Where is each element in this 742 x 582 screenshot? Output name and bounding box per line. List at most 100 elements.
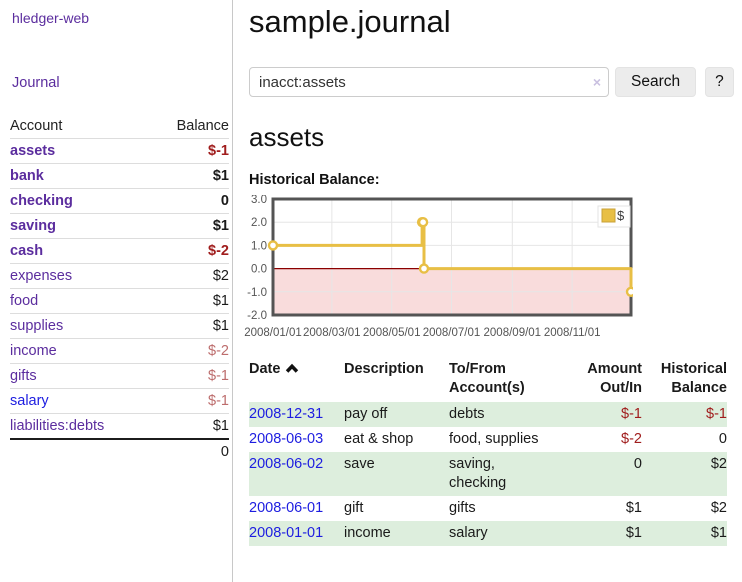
page-title: sample.journal <box>249 4 451 39</box>
transaction-balance: $2 <box>710 500 727 516</box>
svg-text:2008/03/01: 2008/03/01 <box>303 327 361 339</box>
transaction-amount: $1 <box>625 525 642 541</box>
transaction-balance: $-1 <box>706 406 727 422</box>
transaction-row: 2008-06-03 eat & shop food, supplies $-2 0 <box>249 427 727 452</box>
app-brand-link[interactable]: hledger-web <box>12 10 90 26</box>
account-link[interactable]: saving <box>10 218 56 234</box>
transaction-accounts: debts <box>449 406 485 422</box>
account-heading: assets <box>249 122 325 152</box>
svg-text:0.0: 0.0 <box>251 264 267 276</box>
svg-text:2008/07/01: 2008/07/01 <box>423 327 481 339</box>
register-header-amount: Amount Out/In <box>587 361 642 396</box>
search-input[interactable] <box>249 67 609 97</box>
account-row: food $1 <box>10 288 229 314</box>
transaction-accounts: food, supplies <box>449 431 539 447</box>
transaction-row: 2008-06-01 gift gifts $1 $2 <box>249 496 727 521</box>
account-link[interactable]: assets <box>10 143 56 159</box>
account-link[interactable]: cash <box>10 243 44 259</box>
search-button[interactable]: Search <box>615 67 697 97</box>
accounts-header-row: Account Balance <box>10 114 229 139</box>
svg-text:3.0: 3.0 <box>251 195 267 206</box>
account-balance: $-1 <box>208 368 229 384</box>
account-link[interactable]: bank <box>10 168 44 184</box>
account-link[interactable]: food <box>10 293 39 309</box>
account-row: cash $-2 <box>10 238 229 264</box>
transaction-description: save <box>344 456 375 472</box>
account-row: checking 0 <box>10 188 229 214</box>
register-header-row: Date Description To/From Account(s) Amou… <box>249 356 727 402</box>
register-header-accounts: To/From Account(s) <box>449 361 525 396</box>
account-balance: $1 <box>212 218 229 234</box>
transaction-date-link[interactable]: 2008-06-02 <box>249 456 324 472</box>
transaction-balance: $1 <box>710 525 727 541</box>
account-link[interactable]: checking <box>10 193 73 209</box>
transaction-balance: 0 <box>718 431 727 447</box>
transaction-amount: 0 <box>633 456 642 472</box>
clear-search-icon[interactable]: × <box>592 74 601 90</box>
accounts-total-row: 0 <box>10 439 229 464</box>
search-bar: × Search ? <box>249 67 742 97</box>
sidebar-item-journal[interactable]: Journal <box>12 75 60 91</box>
account-link[interactable]: income <box>10 343 57 359</box>
account-link[interactable]: liabilities:debts <box>10 418 105 434</box>
svg-text:1.0: 1.0 <box>251 240 267 252</box>
account-link[interactable]: expenses <box>10 268 73 284</box>
transaction-description: eat & shop <box>344 431 414 447</box>
account-balance: $-1 <box>208 393 229 409</box>
account-balance: $-2 <box>208 343 229 359</box>
sidebar: hledger-web Journal Account Balance asse… <box>0 0 233 582</box>
register-header-balance: Historical Balance <box>660 361 727 396</box>
account-row: bank $1 <box>10 163 229 189</box>
register-header-description: Description <box>344 361 424 377</box>
accounts-total-value: 0 <box>220 444 229 460</box>
help-button[interactable]: ? <box>705 67 734 97</box>
transaction-date-link[interactable]: 2008-06-03 <box>249 431 324 447</box>
transaction-description: pay off <box>344 406 388 422</box>
svg-text:2008/01/01: 2008/01/01 <box>244 327 302 339</box>
account-link[interactable]: gifts <box>10 368 37 384</box>
account-balance: $2 <box>212 268 229 284</box>
account-row: salary $-1 <box>10 388 229 414</box>
transaction-date-link[interactable]: 2008-06-01 <box>249 500 324 516</box>
transaction-description: income <box>344 525 391 541</box>
chart-title: Historical Balance: <box>249 172 380 188</box>
account-balance: $1 <box>212 418 229 434</box>
account-row: supplies $1 <box>10 313 229 339</box>
svg-text:2008/05/01: 2008/05/01 <box>363 327 421 339</box>
account-link[interactable]: salary <box>10 393 49 409</box>
account-row: saving $1 <box>10 213 229 239</box>
main-content: sample.journal × Search ? assets Histori… <box>233 0 742 582</box>
account-row: liabilities:debts $1 <box>10 413 229 440</box>
balance-chart-svg: $3.0 2.0 1.0 0.0 -1.0 -2.0 2008/01/01 2008/03/0… <box>244 194 637 339</box>
account-balance: $1 <box>212 293 229 309</box>
historical-balance-chart: $3.0 2.0 1.0 0.0 -1.0 -2.0 2008/01/01 2008/03/0… <box>239 194 742 341</box>
register-header-date[interactable]: Date <box>249 356 344 402</box>
transaction-accounts: gifts <box>449 500 476 516</box>
transaction-balance: $2 <box>710 456 727 472</box>
transaction-row: 2008-01-01 income salary $1 $1 <box>249 521 727 546</box>
transaction-description: gift <box>344 500 364 516</box>
svg-text:-1.0: -1.0 <box>247 287 267 299</box>
transaction-row: 2008-06-02 save saving, checking 0 $2 <box>249 452 727 496</box>
account-balance: $1 <box>212 168 229 184</box>
transaction-amount: $-2 <box>621 431 642 447</box>
accounts-header-account: Account <box>10 118 63 134</box>
transaction-row: 2008-12-31 pay off debts $-1 $-1 <box>249 402 727 427</box>
account-balance: $-2 <box>208 243 229 259</box>
transaction-accounts: saving, checking <box>449 456 507 491</box>
account-balance: $-1 <box>208 143 229 159</box>
account-link[interactable]: supplies <box>10 318 64 334</box>
svg-text:2008/11/01: 2008/11/01 <box>544 327 601 339</box>
accounts-table: Account Balance assets $-1 bank $1 checking 0… <box>10 114 229 464</box>
svg-text:-2.0: -2.0 <box>247 310 267 322</box>
account-balance: 0 <box>220 193 229 209</box>
sort-ascending-icon <box>285 361 299 380</box>
transaction-accounts: salary <box>449 525 488 541</box>
account-row: assets $-1 <box>10 138 229 164</box>
transaction-amount: $-1 <box>621 406 642 422</box>
account-balance: $1 <box>212 318 229 334</box>
transaction-date-link[interactable]: 2008-01-01 <box>249 525 324 541</box>
transaction-date-link[interactable]: 2008-12-31 <box>249 406 324 422</box>
account-row: gifts $-1 <box>10 363 229 389</box>
accounts-header-balance: Balance <box>176 118 229 134</box>
